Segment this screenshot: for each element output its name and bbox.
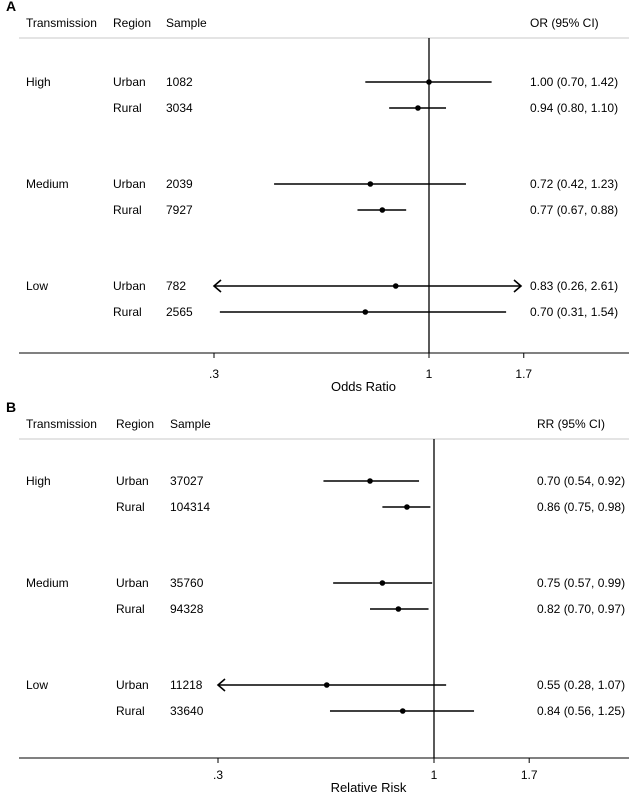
estimate-label: 0.84 (0.56, 1.25): [537, 704, 625, 718]
sample-size: 1082: [166, 75, 193, 89]
estimate-label: 0.70 (0.31, 1.54): [530, 305, 618, 319]
estimate-label: 0.94 (0.80, 1.10): [530, 101, 618, 115]
header-sample: Sample: [166, 16, 207, 30]
ci-left-arrow: [216, 678, 226, 692]
sample-size: 2039: [166, 177, 193, 191]
estimate-label: 0.55 (0.28, 1.07): [537, 678, 625, 692]
region-label: Rural: [113, 203, 142, 217]
group-label: High: [26, 474, 51, 488]
ci-left-arrow: [212, 279, 222, 293]
ci-right-arrow: [513, 279, 523, 293]
region-label: Urban: [113, 75, 146, 89]
sample-size: 11218: [170, 678, 203, 692]
point-estimate: [404, 504, 410, 510]
point-estimate: [367, 181, 374, 187]
sample-size: 35760: [170, 576, 204, 590]
region-label: Urban: [113, 279, 146, 293]
group-label: Medium: [26, 177, 69, 191]
header-transmission: Transmission: [26, 417, 97, 431]
panel-label: A: [6, 0, 16, 14]
sample-size: 782: [166, 279, 186, 293]
point-estimate: [323, 682, 330, 688]
x-tick-label: .3: [209, 367, 219, 381]
sample-size: 3034: [166, 101, 193, 115]
x-tick-label: 1: [426, 367, 433, 381]
estimate-label: 1.00 (0.70, 1.42): [530, 75, 618, 89]
estimate-label: 0.77 (0.67, 0.88): [530, 203, 618, 217]
x-tick-label: .3: [213, 768, 223, 782]
point-estimate: [392, 283, 399, 289]
point-estimate: [395, 606, 402, 612]
x-tick-label: 1.7: [515, 367, 532, 381]
region-label: Urban: [116, 474, 149, 488]
x-tick-label: 1.7: [521, 768, 538, 782]
header-estimate: RR (95% CI): [537, 417, 605, 431]
group-label: High: [26, 75, 51, 89]
sample-size: 7927: [166, 203, 193, 217]
point-estimate: [367, 478, 373, 484]
sample-size: 2565: [166, 305, 193, 319]
region-label: Rural: [113, 101, 142, 115]
point-estimate: [362, 309, 369, 315]
x-tick-label: 1: [431, 768, 438, 782]
header-region: Region: [116, 417, 154, 431]
x-axis-label: Odds Ratio: [331, 379, 396, 394]
estimate-label: 0.86 (0.75, 0.98): [537, 500, 625, 514]
point-estimate: [426, 79, 432, 85]
estimate-label: 0.75 (0.57, 0.99): [537, 576, 625, 590]
panel-label: B: [6, 399, 16, 415]
sample-size: 94328: [170, 602, 204, 616]
estimate-label: 0.83 (0.26, 2.61): [530, 279, 618, 293]
header-transmission: Transmission: [26, 16, 97, 30]
sample-size: 37027: [170, 474, 204, 488]
estimate-label: 0.72 (0.42, 1.23): [530, 177, 618, 191]
estimate-label: 0.70 (0.54, 0.92): [537, 474, 625, 488]
estimate-label: 0.82 (0.70, 0.97): [537, 602, 625, 616]
sample-size: 33640: [170, 704, 204, 718]
sample-size: 104314: [170, 500, 210, 514]
region-label: Rural: [113, 305, 142, 319]
point-estimate: [399, 708, 406, 714]
group-label: Low: [26, 678, 48, 692]
region-label: Rural: [116, 500, 145, 514]
header-sample: Sample: [170, 417, 211, 431]
group-label: Low: [26, 279, 48, 293]
point-estimate: [415, 105, 421, 111]
region-label: Rural: [116, 704, 145, 718]
header-estimate: OR (95% CI): [530, 16, 599, 30]
region-label: Urban: [116, 678, 149, 692]
header-region: Region: [113, 16, 151, 30]
point-estimate: [379, 580, 386, 586]
panel-a: A Transmission Region Sample OR (95% CI) .3 1 1…: [6, 0, 629, 394]
group-label: Medium: [26, 576, 69, 590]
x-axis-label: Relative Risk: [331, 780, 407, 795]
region-label: Rural: [116, 602, 145, 616]
region-label: Urban: [113, 177, 146, 191]
point-estimate: [379, 207, 386, 213]
region-label: Urban: [116, 576, 149, 590]
